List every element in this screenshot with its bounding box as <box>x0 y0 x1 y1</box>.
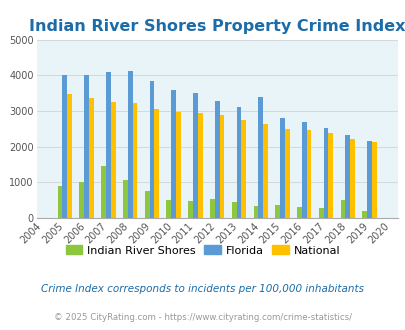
Bar <box>241 120 245 218</box>
Text: © 2025 CityRating.com - https://www.cityrating.com/crime-statistics/: © 2025 CityRating.com - https://www.city… <box>54 313 351 322</box>
Bar <box>123 181 128 218</box>
Bar <box>275 205 279 218</box>
Bar <box>301 122 306 218</box>
Bar <box>323 128 328 218</box>
Bar <box>67 94 72 218</box>
Bar <box>362 211 366 218</box>
Bar <box>258 97 262 218</box>
Bar <box>279 118 284 218</box>
Bar <box>253 206 258 218</box>
Bar <box>219 115 224 218</box>
Bar <box>89 98 94 218</box>
Bar <box>231 202 236 218</box>
Bar <box>188 201 192 218</box>
Bar <box>340 200 345 218</box>
Bar <box>214 101 219 218</box>
Bar <box>171 90 176 218</box>
Text: Crime Index corresponds to incidents per 100,000 inhabitants: Crime Index corresponds to incidents per… <box>41 284 364 294</box>
Bar <box>111 102 115 218</box>
Bar <box>328 133 333 218</box>
Legend: Indian River Shores, Florida, National: Indian River Shores, Florida, National <box>61 241 344 260</box>
Bar <box>101 166 106 218</box>
Bar <box>132 103 137 218</box>
Bar <box>366 141 371 218</box>
Bar <box>106 72 111 218</box>
Bar <box>149 81 154 218</box>
Bar <box>350 139 354 218</box>
Bar <box>79 182 84 218</box>
Bar <box>192 93 197 218</box>
Title: Indian River Shores Property Crime Index: Indian River Shores Property Crime Index <box>29 19 405 34</box>
Bar <box>236 107 241 218</box>
Bar <box>84 75 89 218</box>
Bar <box>176 112 180 218</box>
Bar <box>197 113 202 218</box>
Bar <box>144 191 149 218</box>
Bar <box>58 186 62 218</box>
Bar <box>284 129 289 218</box>
Bar <box>318 208 323 218</box>
Bar <box>345 135 350 218</box>
Bar <box>166 200 171 218</box>
Bar <box>306 130 311 218</box>
Bar <box>371 142 376 218</box>
Bar <box>209 199 214 218</box>
Bar <box>128 71 132 218</box>
Bar <box>262 124 267 218</box>
Bar <box>154 110 159 218</box>
Bar <box>296 208 301 218</box>
Bar <box>62 75 67 218</box>
